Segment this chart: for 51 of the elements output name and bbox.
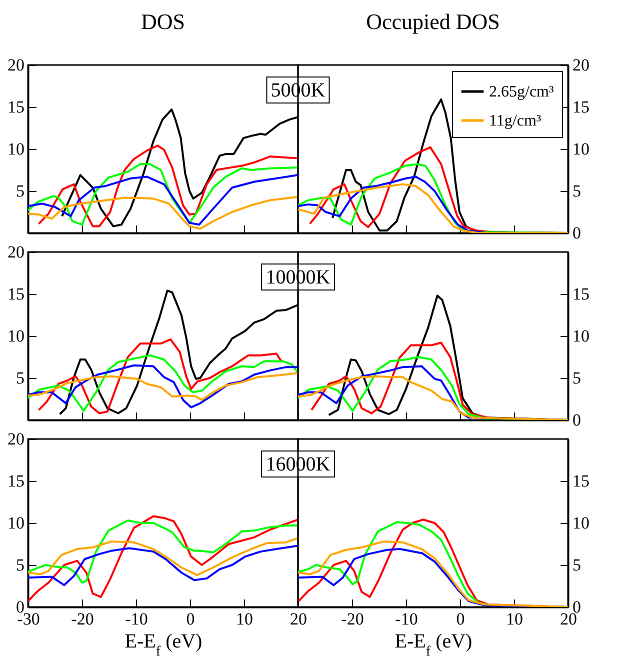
legend-label: 11g/cm³: [489, 112, 542, 130]
x-tick-label: -20: [341, 610, 364, 628]
y-tick-label: 10: [8, 326, 24, 346]
x-tick-label: -10: [125, 610, 148, 628]
y-tick-label: 5: [572, 368, 581, 388]
y-tick-label: 15: [8, 284, 24, 304]
y-tick-label: 5: [16, 182, 24, 200]
y-tick-label: 20: [572, 56, 590, 74]
chart-title: Occupied DOS: [366, 9, 500, 34]
y-tick-label: 15: [572, 98, 590, 116]
x-tick-label: -10: [395, 610, 418, 628]
y-tick-label: 5: [16, 556, 24, 574]
y-tick-label: 0: [572, 410, 581, 430]
y-tick-label: 0: [572, 224, 581, 242]
line-series: [28, 174, 298, 226]
legend-label: 2.65g/cm³: [489, 84, 554, 100]
line-series: [28, 372, 298, 401]
x-tick-label: 20: [290, 610, 307, 628]
y-tick-label: 10: [572, 514, 590, 532]
line-series: [28, 163, 298, 226]
x-tick-label: 0: [186, 610, 195, 628]
x-tick-label: 10: [506, 610, 523, 628]
x-tick-label: -20: [71, 610, 94, 628]
y-tick-label: 20: [8, 56, 24, 74]
line-series: [28, 515, 298, 602]
line-series: [28, 537, 298, 576]
y-tick-label: 20: [8, 430, 24, 448]
y-tick-label: 5: [572, 182, 581, 200]
y-tick-label: 15: [572, 284, 590, 304]
y-tick-label: 10: [572, 140, 590, 158]
chart-title: DOS: [140, 9, 186, 34]
y-tick-label: 15: [8, 472, 24, 490]
x-axis-title: E-E$_{f}$ (eV): [124, 630, 202, 659]
line-series: [28, 354, 298, 412]
y-tick-label: 5: [16, 368, 24, 388]
y-tick-label: 10: [8, 514, 24, 532]
line-series: [28, 519, 298, 584]
y-tick-label: 15: [572, 472, 590, 490]
x-tick-label: 0: [456, 610, 465, 628]
line-series: [38, 144, 298, 228]
line-series: [28, 364, 298, 408]
y-tick-label: 10: [572, 326, 590, 346]
y-tick-label: 5: [572, 556, 581, 574]
line-series: [28, 196, 298, 230]
x-axis-title: E-E$_{f}$ (eV): [394, 630, 472, 659]
line-series: [38, 338, 282, 414]
line-series: [28, 544, 298, 586]
y-tick-label: 15: [8, 98, 24, 116]
y-tick-label: 10: [8, 140, 24, 158]
y-tick-label: 20: [8, 242, 24, 262]
x-tick-label: 10: [236, 610, 253, 628]
